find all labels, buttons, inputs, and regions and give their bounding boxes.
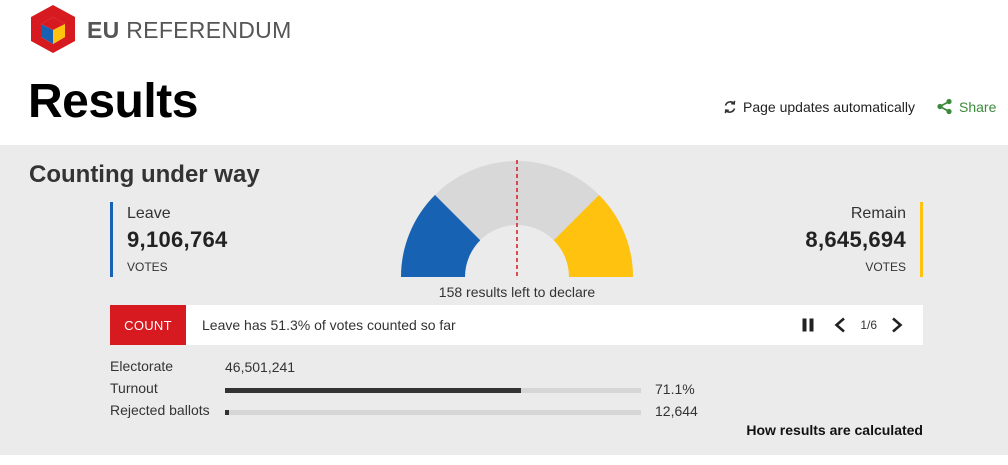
results-panel: Counting under way Leave 9,106,764 VOTES… [0, 145, 1008, 455]
status-heading: Counting under way [29, 161, 260, 188]
share-label: Share [959, 98, 997, 115]
remain-unit: VOTES [865, 260, 906, 274]
ticker-message: Leave has 51.3% of votes counted so far [202, 317, 456, 333]
leave-name: Leave [127, 205, 171, 222]
results-left-to-declare: 158 results left to declare [438, 284, 596, 300]
rejected-bar [225, 410, 641, 415]
remain-summary: Remain 8,645,694 VOTES [805, 202, 923, 277]
electorate-value: 46,501,241 [225, 359, 296, 375]
brand-title[interactable]: EU REFERENDUM [87, 17, 292, 44]
brand-rest: REFERENDUM [126, 17, 292, 43]
refresh-icon [724, 100, 736, 114]
brand-bold: EU [87, 17, 120, 43]
leave-summary: Leave 9,106,764 VOTES [110, 202, 228, 277]
gauge-remain-segment [553, 194, 633, 277]
chevron-left-icon [834, 317, 846, 333]
ticker-page-indicator: 1/6 [860, 318, 877, 332]
share-icon [937, 98, 952, 115]
previous-button[interactable] [826, 311, 854, 339]
page-header: EU REFERENDUM Results Page updates autom… [0, 0, 1008, 145]
turnout-value: 71.1% [655, 381, 695, 397]
auto-update-label: Page updates automatically [743, 99, 915, 115]
remain-votes: 8,645,694 [805, 227, 906, 252]
count-badge: COUNT [110, 305, 186, 345]
gauge-leave-segment [401, 194, 481, 277]
rejected-value: 12,644 [655, 403, 698, 419]
remain-name: Remain [850, 205, 906, 222]
pause-icon [802, 318, 814, 332]
leave-votes: 9,106,764 [127, 227, 228, 252]
ticker-controls: 1/6 [794, 311, 911, 339]
electorate-label: Electorate [110, 358, 174, 374]
leave-unit: VOTES [127, 260, 168, 274]
rejected-bar-fill [225, 410, 230, 415]
turnout-bar [225, 388, 641, 393]
how-results-calculated-link[interactable]: How results are calculated [746, 422, 923, 438]
share-button[interactable]: Share [936, 98, 996, 115]
next-button[interactable] [883, 311, 911, 339]
referendum-cube-logo[interactable] [29, 3, 77, 55]
pause-button[interactable] [794, 311, 822, 339]
auto-update-notice: Page updates automatically [723, 99, 915, 115]
rejected-label: Rejected ballots [110, 402, 210, 418]
results-gauge [401, 160, 633, 277]
turnout-label: Turnout [110, 380, 158, 396]
turnout-bar-fill [225, 388, 521, 393]
page-title: Results [28, 75, 198, 128]
results-ticker: COUNT Leave has 51.3% of votes counted s… [110, 305, 923, 345]
chevron-right-icon [892, 317, 903, 333]
